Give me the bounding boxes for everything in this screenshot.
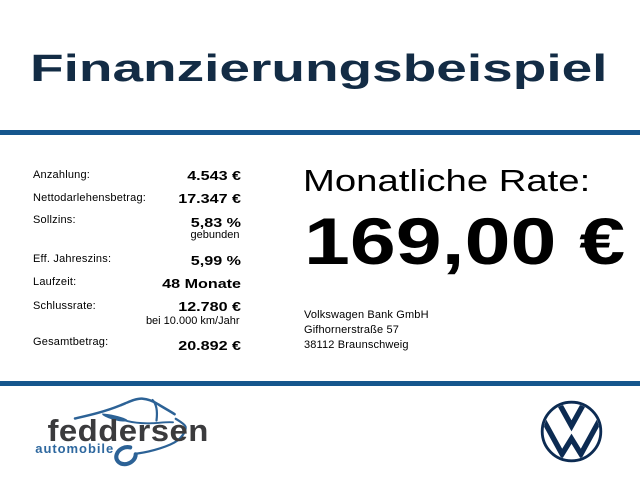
svg-text:automobile: automobile xyxy=(35,441,114,456)
svg-text:feddersen: feddersen xyxy=(48,413,209,448)
